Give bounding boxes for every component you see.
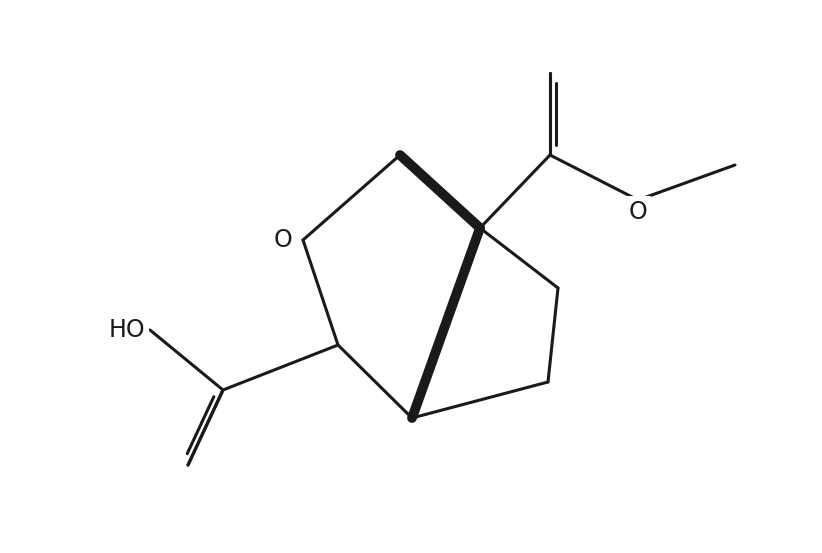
Text: O: O xyxy=(629,200,648,224)
Text: HO: HO xyxy=(109,318,145,342)
Text: O: O xyxy=(274,228,293,252)
